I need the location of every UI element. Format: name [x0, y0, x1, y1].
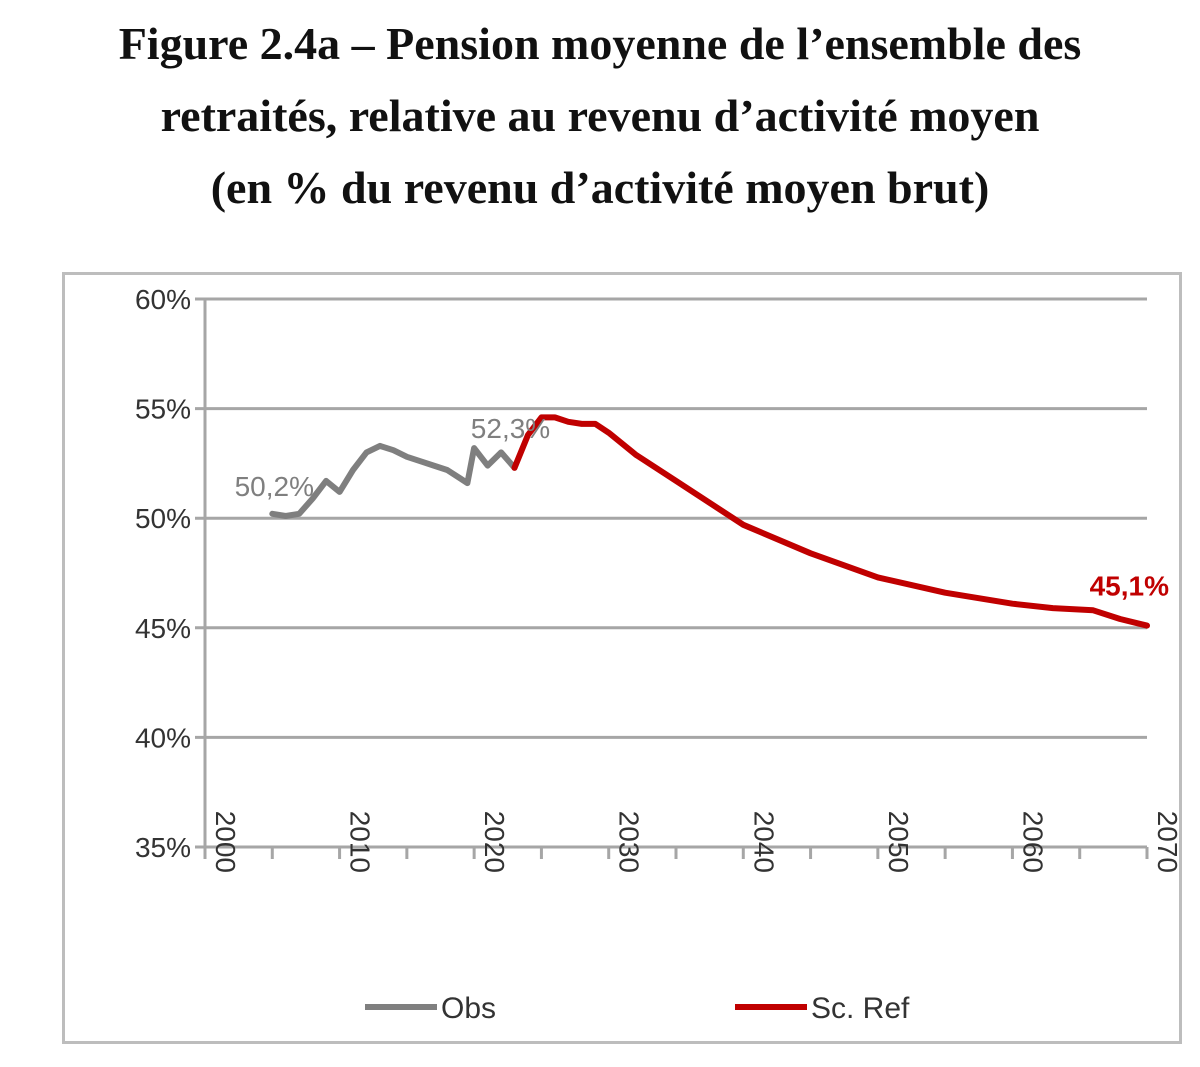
x-tick-label: 2010: [345, 811, 376, 873]
figure-title: Figure 2.4a – Pension moyenne de l’ensem…: [0, 8, 1200, 224]
data-label: 45,1%: [1090, 571, 1169, 602]
x-tick-label: 2000: [210, 811, 241, 873]
chart-frame: 35% 40% 45% 50% 55% 60% 2000 2010 2020 2030 2040 20…: [62, 272, 1183, 1044]
y-tick-label: 35%: [135, 832, 191, 863]
x-tick-label: 2030: [614, 811, 645, 873]
y-tick-label: 40%: [135, 722, 191, 753]
data-label: 52,3%: [471, 413, 550, 444]
x-tick-label: 2070: [1152, 811, 1183, 873]
y-tick-label: 55%: [135, 394, 191, 425]
series-line-obs: [269, 442, 518, 519]
title-line-1: Figure 2.4a – Pension moyenne de l’ensem…: [118, 18, 1082, 69]
legend-label-obs: Obs: [441, 992, 496, 1025]
title-line-3: (en % du revenu d’activité moyen brut): [210, 162, 990, 213]
x-tick-label: 2060: [1017, 811, 1048, 873]
data-label: 50,2%: [235, 471, 314, 502]
x-tick-label: 2050: [883, 811, 914, 873]
y-tick-label: 45%: [135, 613, 191, 644]
x-tick-label: 2020: [479, 811, 510, 873]
series-line-sc-ref: [511, 414, 1150, 629]
line-chart: 35% 40% 45% 50% 55% 60% 2000 2010 2020 2030 2040 20…: [135, 284, 1183, 1025]
y-tick-label: 50%: [135, 503, 191, 534]
x-tick-label: 2040: [748, 811, 779, 873]
title-line-2: retraités, relative au revenu d’activité…: [160, 90, 1040, 141]
y-tick-label: 60%: [135, 284, 191, 315]
legend-label-sc-ref: Sc. Ref: [811, 992, 910, 1025]
